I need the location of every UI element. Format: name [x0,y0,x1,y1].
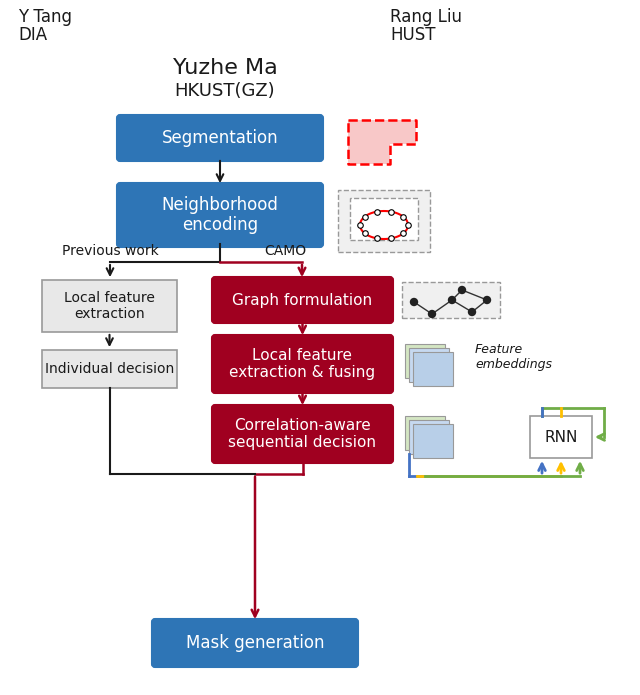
Circle shape [458,286,465,293]
Bar [405,416,445,450]
Bar [530,416,592,458]
Text: Local feature
extraction & fusing: Local feature extraction & fusing [229,348,376,380]
Polygon shape [348,120,416,164]
Bar [338,190,430,252]
Text: RNN: RNN [544,430,578,445]
Circle shape [449,297,456,304]
Text: HUST: HUST [390,26,435,44]
Text: Feature
embeddings: Feature embeddings [475,343,552,371]
Text: Local feature
extraction: Local feature extraction [64,291,155,321]
Bar [350,198,418,240]
Bar [42,280,177,332]
Text: DIA: DIA [18,26,47,44]
Bar [409,348,449,382]
Circle shape [483,297,490,304]
Text: Correlation-aware
sequential decision: Correlation-aware sequential decision [228,418,376,450]
Text: Y Tang: Y Tang [18,8,72,26]
FancyBboxPatch shape [152,619,358,667]
Text: Previous work: Previous work [61,244,158,258]
Text: Mask generation: Mask generation [186,634,324,652]
FancyBboxPatch shape [212,335,393,393]
FancyBboxPatch shape [117,183,323,247]
Bar [413,424,453,458]
Text: Graph formulation: Graph formulation [232,293,372,307]
Circle shape [410,298,417,306]
Bar [42,350,177,388]
Bar [413,352,453,386]
Text: Neighborhood
encoding: Neighborhood encoding [161,195,278,234]
FancyBboxPatch shape [212,405,393,463]
Text: HKUST(GZ): HKUST(GZ) [175,82,275,100]
Text: Segmentation: Segmentation [162,129,278,147]
FancyBboxPatch shape [212,277,393,323]
Bar [402,282,500,318]
Text: CAMO: CAMO [264,244,306,258]
Text: Rang Liu: Rang Liu [390,8,462,26]
Text: Individual decision: Individual decision [45,362,174,376]
Text: Yuzhe Ma: Yuzhe Ma [173,58,277,78]
FancyBboxPatch shape [117,115,323,161]
Circle shape [468,309,476,316]
Bar [405,344,445,378]
Bar [409,420,449,454]
Circle shape [429,311,435,318]
